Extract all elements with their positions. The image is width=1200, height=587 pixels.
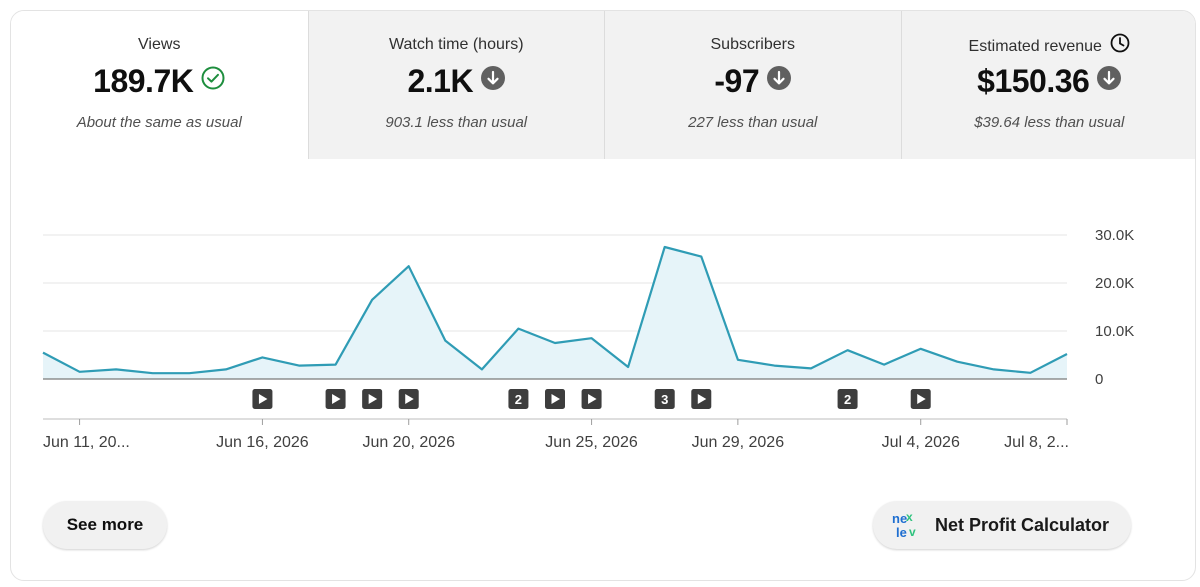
tab-views-label: Views (138, 36, 181, 53)
tab-subscribers-label: Subscribers (710, 36, 795, 53)
video-marker (508, 389, 529, 409)
play-icon (588, 394, 597, 404)
play-icon (405, 394, 414, 404)
tab-subscribers[interactable]: Subscribers -97 227 less than usual (604, 11, 901, 159)
nexlev-logo-icon: ne x le v (891, 510, 923, 545)
series-area (43, 247, 1067, 379)
play-icon (332, 394, 341, 404)
analytics-card: Views 189.7K About the same as usual Wat… (10, 10, 1196, 581)
y-tick-label: 30.0K (1095, 227, 1134, 244)
video-marker-count: 3 (661, 392, 668, 407)
tab-revenue-note: $39.64 less than usual (974, 114, 1125, 131)
tab-views[interactable]: Views 189.7K About the same as usual (11, 11, 308, 159)
arrow-down-circle-icon (481, 66, 506, 95)
y-tick-label: 0 (1095, 371, 1103, 388)
x-tick-label: Jun 25, 2026 (545, 434, 638, 451)
views-chart: 0 10.0K 20.0K 30.0K 2 3 2 Jun 11, 20... Jun 16, … (42, 227, 1134, 451)
series-line (42, 245, 1068, 375)
svg-text:x: x (906, 510, 913, 524)
tab-views-value: 189.7K (93, 63, 194, 99)
x-tick-label: Jun 16, 2026 (216, 434, 309, 451)
tab-subscribers-value: -97 (714, 63, 760, 99)
play-icon (917, 394, 926, 404)
tab-subscribers-note: 227 less than usual (688, 114, 818, 131)
tab-views-note: About the same as usual (76, 114, 242, 131)
x-tick-label: Jun 29, 2026 (692, 434, 785, 451)
video-marker-count: 2 (844, 392, 851, 407)
tab-revenue-value: $150.36 (977, 63, 1090, 99)
x-tick-label: Jul 8, 2... (1004, 434, 1069, 451)
play-icon (258, 394, 268, 404)
tab-watch-time-value: 2.1K (407, 63, 474, 99)
tab-watch-time-note: 903.1 less than usual (385, 114, 528, 131)
tab-estimated-revenue[interactable]: Estimated revenue $150.36 $39.64 less th… (900, 11, 1195, 159)
arrow-down-circle-icon (1097, 66, 1122, 95)
play-icon (368, 394, 378, 404)
x-tick-label: Jun 11, 20... (43, 434, 130, 451)
arrow-down-circle-icon (767, 66, 792, 95)
tab-watch-time[interactable]: Watch time (hours) 2.1K 903.1 less than … (307, 11, 604, 159)
play-icon (551, 394, 560, 404)
video-marker-count: 2 (515, 392, 522, 407)
net-profit-calculator-button[interactable]: ne x le v Net Profit Calculator (873, 501, 1131, 549)
tab-watch-time-label: Watch time (hours) (388, 36, 524, 53)
clock-icon[interactable] (1110, 33, 1130, 58)
play-icon (697, 394, 707, 404)
net-profit-calculator-label: Net Profit Calculator (935, 515, 1110, 535)
check-circle-icon (201, 66, 225, 95)
y-tick-label: 10.0K (1095, 323, 1134, 340)
x-tick-label: Jun 20, 2026 (362, 434, 455, 451)
svg-text:le: le (896, 525, 907, 540)
metric-tabs: Views 189.7K About the same as usual Wat… (11, 11, 1195, 159)
y-tick-label: 20.0K (1095, 275, 1134, 292)
x-tick-label: Jul 4, 2026 (882, 434, 960, 451)
video-marker (654, 389, 675, 409)
see-more-button[interactable]: See more (43, 501, 167, 549)
video-marker (837, 389, 858, 409)
svg-text:v: v (909, 525, 916, 539)
svg-text:ne: ne (892, 511, 907, 526)
tab-revenue-label: Estimated revenue (968, 38, 1102, 56)
